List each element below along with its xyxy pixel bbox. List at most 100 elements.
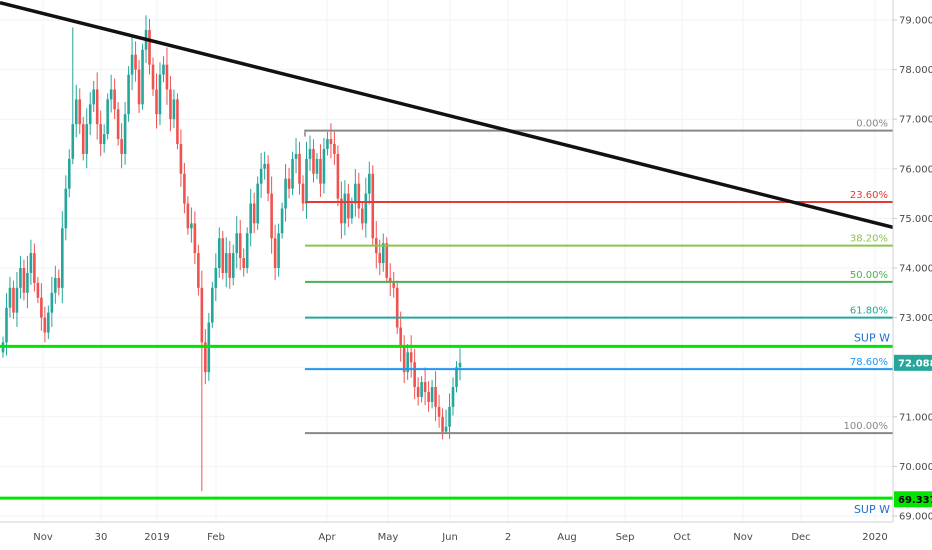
candle bbox=[249, 188, 252, 247]
candle bbox=[29, 239, 33, 286]
candle bbox=[50, 276, 54, 327]
candle bbox=[388, 263, 392, 297]
candle bbox=[270, 176, 273, 254]
fib-level-label: 100.00% bbox=[844, 421, 889, 432]
candle bbox=[287, 167, 291, 199]
last-price-badge: 72.088 bbox=[894, 354, 932, 371]
candle bbox=[47, 305, 50, 339]
candle bbox=[162, 56, 165, 83]
candle bbox=[301, 175, 305, 212]
candle bbox=[437, 394, 441, 428]
candle bbox=[36, 276, 40, 304]
svg-text:69.337: 69.337 bbox=[898, 495, 932, 506]
candle bbox=[308, 135, 312, 171]
fib-level-label: 38.20% bbox=[850, 234, 888, 245]
candle bbox=[340, 181, 343, 239]
candle bbox=[224, 237, 228, 288]
x-tick-label: Feb bbox=[207, 532, 225, 543]
trendline[interactable] bbox=[0, 0, 894, 230]
candle bbox=[266, 155, 270, 202]
candle bbox=[434, 371, 437, 422]
candle bbox=[357, 172, 361, 219]
candle bbox=[312, 139, 315, 183]
candle bbox=[109, 74, 113, 113]
candle bbox=[333, 131, 336, 165]
candle bbox=[127, 66, 130, 122]
candle bbox=[381, 233, 385, 272]
candle bbox=[64, 175, 68, 241]
candle bbox=[78, 88, 82, 134]
candle bbox=[256, 176, 259, 230]
y-tick-label: 78.000 bbox=[899, 65, 932, 76]
candle bbox=[33, 243, 36, 292]
candle bbox=[367, 161, 371, 205]
candlestick-series bbox=[1, 15, 462, 492]
candle bbox=[113, 78, 116, 120]
candle bbox=[263, 151, 266, 180]
fib-level-label: 23.60% bbox=[850, 190, 888, 201]
x-tick-label: May bbox=[378, 532, 399, 543]
candle bbox=[158, 62, 162, 126]
candle bbox=[413, 348, 416, 400]
candle bbox=[455, 361, 458, 393]
candle bbox=[277, 223, 280, 277]
candle bbox=[102, 124, 106, 153]
candle bbox=[294, 138, 298, 174]
price-badges: 72.088 69.337 bbox=[894, 354, 932, 508]
candle bbox=[15, 271, 19, 327]
candle bbox=[402, 335, 406, 384]
candle bbox=[238, 219, 242, 271]
candle bbox=[200, 270, 204, 492]
candle bbox=[273, 224, 277, 281]
y-tick-label: 69.000 bbox=[899, 512, 932, 523]
x-tick-label: 2019 bbox=[144, 532, 169, 543]
candle bbox=[221, 231, 225, 280]
candle bbox=[458, 348, 462, 381]
candle bbox=[211, 281, 214, 328]
candle bbox=[228, 240, 232, 289]
y-tick-label: 70.000 bbox=[899, 462, 932, 473]
candle bbox=[444, 409, 448, 434]
x-tick-label: Dec bbox=[791, 532, 810, 543]
time-axis[interactable]: Nov 30 2019 Feb Apr May Jun 2 Aug Sep Oct Nov Dec 202… bbox=[33, 532, 887, 543]
candle bbox=[326, 131, 329, 156]
candle bbox=[448, 393, 451, 439]
candle bbox=[347, 183, 350, 228]
candle bbox=[88, 92, 92, 136]
y-tick-label: 76.000 bbox=[899, 164, 932, 175]
candle bbox=[329, 123, 333, 159]
candle bbox=[343, 180, 347, 236]
x-tick-label: 2 bbox=[505, 532, 511, 543]
candle bbox=[176, 93, 179, 150]
candle bbox=[204, 329, 207, 385]
x-tick-label: 30 bbox=[95, 532, 108, 543]
candle bbox=[67, 149, 71, 198]
candle bbox=[231, 244, 235, 286]
candle bbox=[235, 216, 239, 269]
candle bbox=[315, 152, 319, 180]
candle bbox=[183, 162, 186, 214]
x-tick-label: Oct bbox=[673, 532, 690, 543]
candle bbox=[193, 211, 197, 265]
candle bbox=[141, 43, 144, 110]
candle bbox=[190, 207, 193, 243]
candle bbox=[8, 276, 12, 318]
candle bbox=[298, 141, 301, 195]
candle bbox=[43, 306, 47, 343]
candle bbox=[245, 227, 249, 274]
fib-level-label: 0.00% bbox=[856, 119, 888, 130]
candle bbox=[22, 259, 26, 301]
candle bbox=[81, 116, 85, 161]
y-tick-label: 73.000 bbox=[899, 313, 932, 324]
x-tick-label: Nov bbox=[33, 532, 53, 543]
candle bbox=[26, 255, 29, 309]
candle bbox=[354, 169, 357, 217]
candle bbox=[423, 367, 427, 406]
support-price-badge: 69.337 bbox=[894, 491, 932, 508]
candle bbox=[155, 73, 158, 129]
candle bbox=[99, 110, 102, 157]
candle bbox=[322, 138, 326, 194]
candle bbox=[252, 192, 256, 234]
candle bbox=[197, 244, 200, 296]
